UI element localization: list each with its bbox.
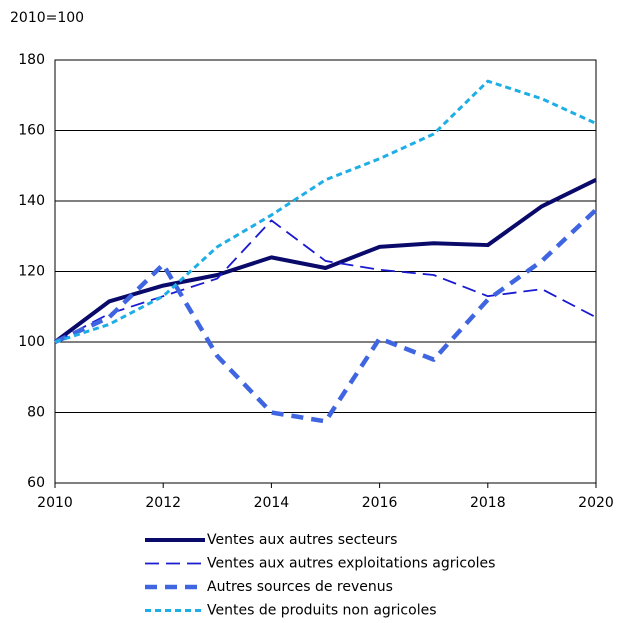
y-tick-label: 160: [18, 123, 45, 139]
legend-label: Ventes de produits non agricoles: [207, 603, 437, 619]
y-axis-label: 2010=100: [10, 10, 84, 26]
y-tick-label: 180: [18, 52, 45, 68]
y-tick-label: 100: [18, 334, 45, 350]
x-tick-label: 2012: [145, 495, 181, 511]
x-tick-label: 2016: [362, 495, 398, 511]
series-line: [53, 178, 597, 344]
x-tick-label: 2010: [37, 495, 73, 511]
legend-label: Ventes aux autres secteurs: [207, 532, 397, 548]
series-line: [54, 208, 598, 424]
legend-label: Ventes aux autres exploitations agricole…: [207, 556, 495, 572]
x-tick-label: 2020: [578, 495, 614, 511]
series-line: [54, 79, 597, 344]
y-tick-label: 120: [18, 264, 45, 280]
x-tick-label: 2018: [470, 495, 506, 511]
plot-frame: [54, 59, 597, 484]
series-line: [54, 219, 597, 343]
y-tick-label: 80: [27, 405, 45, 421]
y-tick-label: 60: [27, 475, 45, 491]
y-tick-label: 140: [18, 193, 45, 209]
x-tick-label: 2014: [254, 495, 290, 511]
legend-label: Autres sources de revenus: [207, 579, 393, 595]
